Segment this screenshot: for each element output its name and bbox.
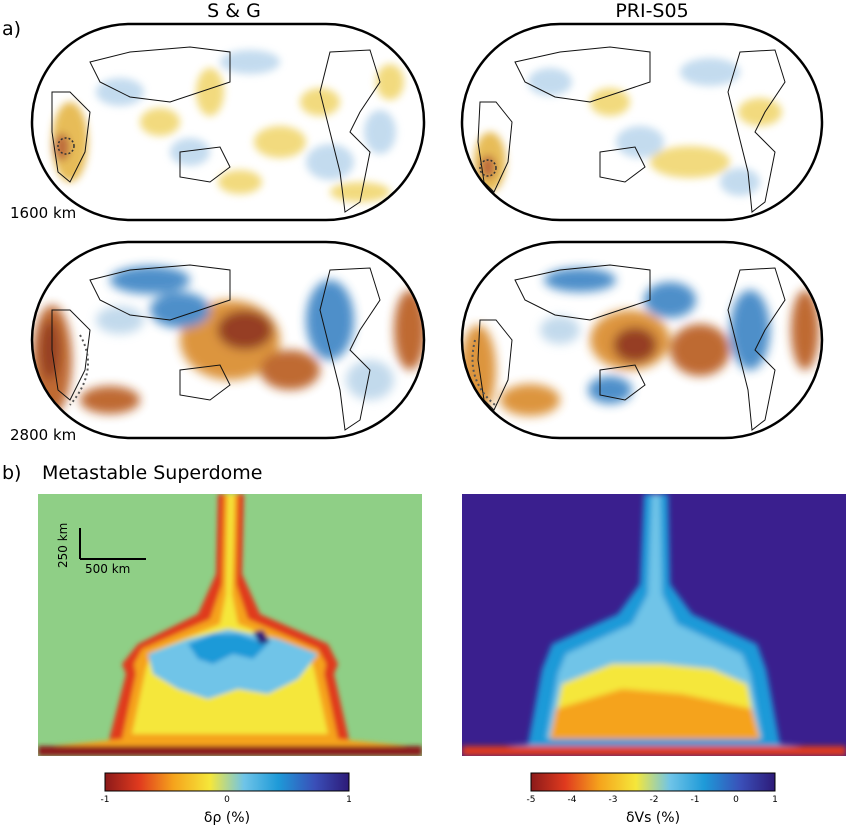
density-simulation — [38, 494, 422, 756]
velocity-tick-3: -2 — [649, 795, 659, 805]
map-sg-1600 — [30, 22, 426, 222]
scale-bar-vertical-label: 250 km — [56, 522, 70, 568]
velocity-tick-6: 1 — [772, 795, 778, 805]
velocity-tick-5: 0 — [733, 795, 739, 805]
density-tick-min: -1 — [100, 795, 110, 805]
density-colorbar-label: δρ (%) — [203, 810, 251, 826]
column-title-pri-s05: PRI-S05 — [615, 0, 689, 22]
map-sg-2800 — [30, 240, 426, 440]
map-pri-s05-1600 — [460, 22, 824, 222]
depth-label-1600: 1600 km — [10, 204, 77, 222]
velocity-tick-1: -4 — [567, 795, 577, 805]
velocity-simulation — [462, 494, 846, 756]
density-tick-max: 1 — [346, 795, 352, 805]
panel-b-title: Metastable Superdome — [42, 462, 263, 484]
velocity-colorbar — [530, 772, 776, 792]
velocity-colorbar-label: δVs (%) — [625, 810, 681, 826]
velocity-tick-2: -3 — [608, 795, 618, 805]
column-title-sg: S & G — [207, 0, 261, 22]
map-pri-s05-2800 — [460, 240, 824, 440]
velocity-tick-0: -5 — [526, 795, 536, 805]
scale-bar-horizontal-label: 500 km — [85, 562, 131, 576]
density-colorbar — [104, 772, 350, 792]
velocity-tick-4: -1 — [690, 795, 700, 805]
depth-label-2800: 2800 km — [10, 426, 77, 444]
density-tick-zero: 0 — [224, 795, 230, 805]
scale-bar — [79, 528, 146, 560]
panel-b-label: b) — [2, 462, 22, 484]
panel-a-label: a) — [2, 18, 22, 40]
